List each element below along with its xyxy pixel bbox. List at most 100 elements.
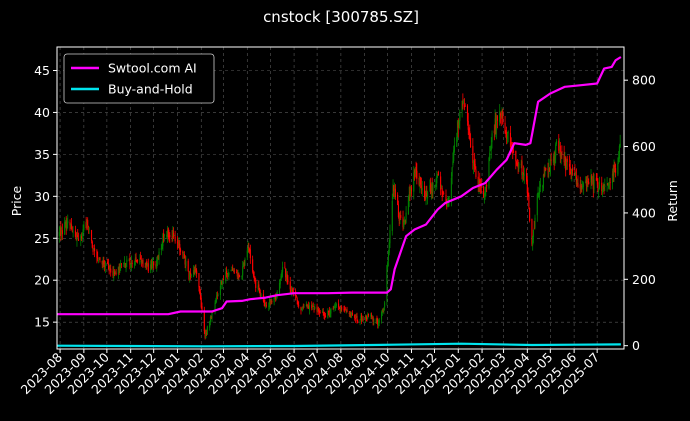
candle-body: [183, 254, 185, 256]
candle-body: [204, 330, 206, 338]
candle-body: [349, 314, 351, 316]
candle-body: [190, 275, 192, 277]
candle-body: [71, 230, 73, 232]
candle-body: [554, 155, 556, 164]
candle-body: [466, 105, 469, 122]
candle-body: [92, 248, 94, 252]
candle-body: [531, 219, 533, 245]
candle-body: [370, 314, 372, 317]
candle-body: [527, 192, 529, 196]
candle-body: [479, 178, 481, 185]
candle-body: [371, 315, 373, 317]
candle-body: [249, 249, 251, 259]
candle-body: [126, 259, 128, 263]
y-tick-label-right: 600: [632, 139, 656, 154]
candle-body: [496, 116, 498, 121]
candle-body: [456, 120, 459, 138]
candle-body: [264, 302, 266, 306]
candle-body: [150, 264, 152, 269]
y-tick-label-left: 45: [34, 63, 50, 78]
candle-body: [61, 230, 63, 234]
candle-body: [311, 304, 314, 307]
candle-body: [469, 131, 471, 139]
candle-body: [346, 309, 348, 313]
candle-body: [71, 224, 73, 230]
candle-body: [124, 263, 126, 268]
candle-body: [526, 173, 528, 182]
candle-body: [96, 250, 98, 258]
candle-body: [575, 175, 577, 177]
candle-body: [142, 259, 144, 267]
legend-label-buy-hold: Buy-and-Hold: [108, 82, 193, 97]
candle-body: [75, 235, 77, 240]
candle-body: [440, 176, 442, 190]
candle-body: [323, 313, 325, 316]
candle-body: [601, 182, 603, 192]
candle-body: [559, 145, 561, 157]
candle-body: [237, 274, 239, 276]
candle-body: [152, 262, 154, 263]
candle-body: [81, 232, 83, 236]
candle-body: [77, 238, 80, 241]
candle-body: [263, 300, 265, 303]
candle-body: [504, 122, 506, 134]
candle-body: [344, 309, 347, 311]
candle-body: [537, 192, 539, 194]
candle-body: [209, 316, 212, 322]
candle-body: [308, 305, 310, 311]
candle-body: [572, 168, 574, 172]
candle-body: [210, 316, 212, 319]
candle-body: [66, 221, 68, 229]
candle-body: [246, 250, 248, 258]
candle-body: [249, 248, 251, 252]
candle-body: [193, 270, 195, 275]
candle-body: [585, 181, 587, 183]
candle-body: [169, 234, 171, 238]
candle-body: [107, 261, 109, 264]
candle-body: [435, 180, 437, 183]
candle-body: [399, 217, 401, 219]
candle-body: [185, 261, 187, 267]
candle-body: [468, 129, 470, 131]
candle-body: [70, 224, 72, 226]
candle-body: [255, 280, 257, 288]
candle-body: [103, 260, 105, 265]
candle-body: [319, 312, 321, 313]
candle-body: [354, 314, 356, 318]
candle-body: [173, 235, 175, 236]
candle-body: [586, 182, 588, 188]
candle-body: [195, 269, 197, 272]
candle-body: [445, 194, 447, 202]
candle-body: [534, 217, 536, 228]
candle-body: [355, 316, 357, 318]
candle-body: [424, 197, 426, 199]
candle-body: [225, 271, 227, 282]
candle-body: [314, 307, 316, 309]
candle-body: [284, 266, 286, 268]
candle-body: [357, 321, 359, 322]
candle-body: [542, 175, 544, 189]
candle-body: [177, 243, 179, 246]
candle-body: [332, 308, 334, 310]
legend-label-strategy: Swtool.com AI: [108, 61, 197, 76]
grid-lines: [57, 47, 624, 349]
candle-body: [464, 105, 466, 107]
candle-body: [153, 261, 155, 266]
candle-body: [617, 163, 619, 175]
candle-body: [130, 265, 132, 267]
series-line-buy-hold: [56, 342, 621, 348]
candle-body: [559, 147, 561, 150]
candle-body: [313, 307, 315, 310]
candle-body: [81, 236, 83, 239]
candle-body: [178, 242, 180, 245]
candle-body: [136, 260, 138, 262]
candle-body: [108, 265, 110, 272]
candle-body: [226, 270, 228, 274]
candle-body: [112, 270, 114, 276]
candle-body: [86, 222, 88, 226]
candle-body: [318, 309, 320, 312]
legend: Swtool.com AI Buy-and-Hold: [63, 53, 215, 104]
candle-body: [87, 226, 90, 228]
candle-body: [241, 275, 243, 277]
candle-body: [520, 163, 522, 165]
